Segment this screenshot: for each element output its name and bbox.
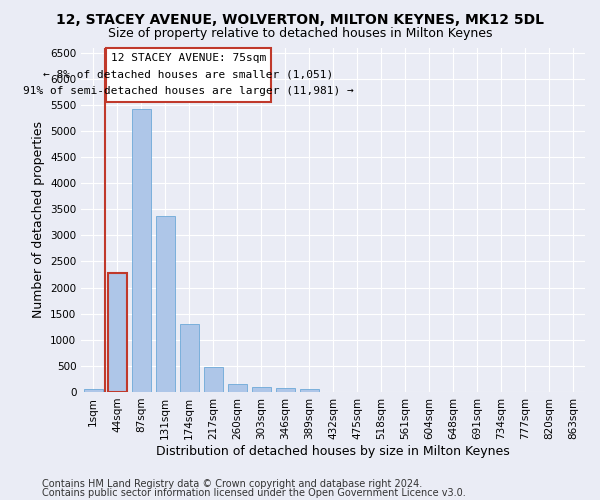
Bar — [107, 274, 127, 392]
Bar — [155, 216, 175, 392]
Text: Size of property relative to detached houses in Milton Keynes: Size of property relative to detached ho… — [108, 28, 492, 40]
Bar — [251, 388, 271, 392]
Bar — [179, 324, 199, 392]
Text: Contains public sector information licensed under the Open Government Licence v3: Contains public sector information licen… — [42, 488, 466, 498]
Bar — [299, 390, 319, 392]
Bar — [275, 388, 295, 392]
X-axis label: Distribution of detached houses by size in Milton Keynes: Distribution of detached houses by size … — [156, 444, 510, 458]
Bar — [131, 109, 151, 392]
Text: 12 STACEY AVENUE: 75sqm: 12 STACEY AVENUE: 75sqm — [111, 53, 266, 63]
Text: 12, STACEY AVENUE, WOLVERTON, MILTON KEYNES, MK12 5DL: 12, STACEY AVENUE, WOLVERTON, MILTON KEY… — [56, 12, 544, 26]
Bar — [227, 384, 247, 392]
Text: Contains HM Land Registry data © Crown copyright and database right 2024.: Contains HM Land Registry data © Crown c… — [42, 479, 422, 489]
Text: 91% of semi-detached houses are larger (11,981) →: 91% of semi-detached houses are larger (… — [23, 86, 354, 96]
Y-axis label: Number of detached properties: Number of detached properties — [32, 121, 44, 318]
Text: ← 8% of detached houses are smaller (1,051): ← 8% of detached houses are smaller (1,0… — [43, 70, 334, 80]
Bar — [203, 367, 223, 392]
Bar — [83, 389, 103, 392]
Bar — [106, 48, 271, 102]
Bar — [107, 274, 127, 392]
